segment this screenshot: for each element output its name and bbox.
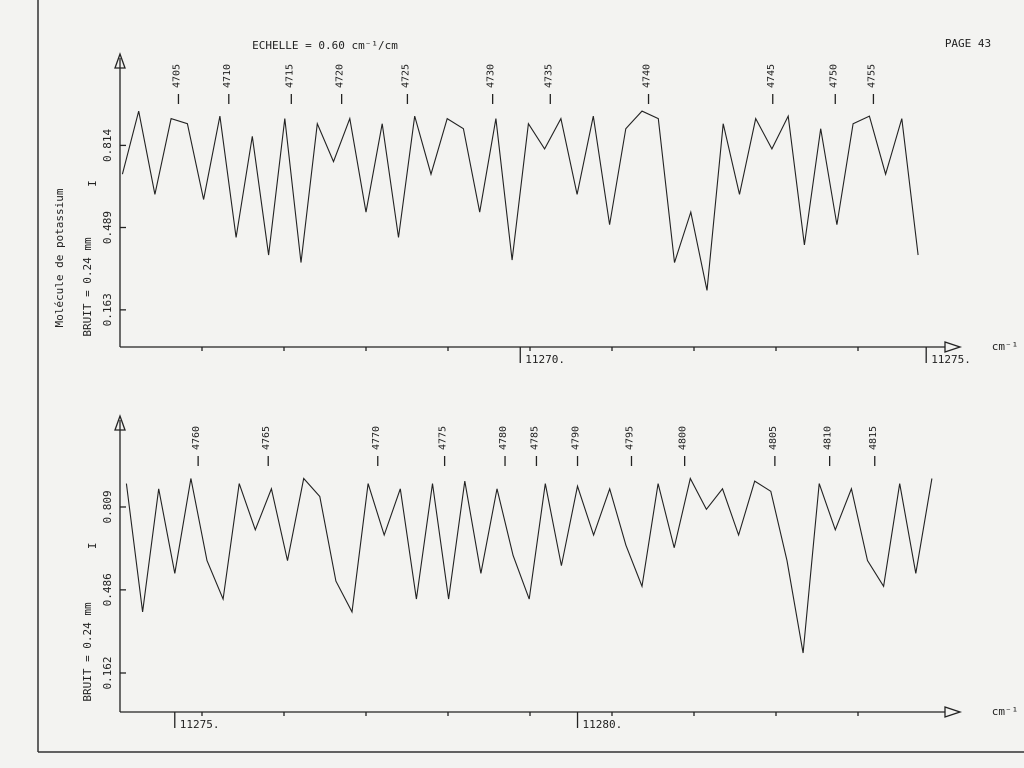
x-tick-label: 11280. xyxy=(583,718,623,731)
line-number: 4735 xyxy=(543,64,554,88)
y-axis-arrow xyxy=(114,414,126,431)
x-tick-label: 11275. xyxy=(931,353,971,366)
line-number: 4710 xyxy=(222,64,233,88)
line-number: 4725 xyxy=(400,64,411,88)
chart-title: ECHELLE = 0.60 cm⁻¹/cm xyxy=(252,39,398,52)
x-axis-label: cm⁻¹ xyxy=(992,340,1019,353)
line-number: 4750 xyxy=(828,64,839,88)
line-number: 4755 xyxy=(866,64,877,88)
y-tick-label: 0.163 xyxy=(101,293,114,326)
y-axis-label-2: I xyxy=(86,180,99,187)
spectrum-line xyxy=(125,476,933,654)
spectrum-line xyxy=(121,110,919,291)
line-number: 4810 xyxy=(823,426,834,450)
y-axis-arrow xyxy=(114,52,126,69)
line-number: 4770 xyxy=(371,426,382,450)
line-number: 4785 xyxy=(529,426,540,450)
line-number: 4790 xyxy=(571,426,582,450)
x-tick-label: 11275. xyxy=(180,718,220,731)
line-number: 4805 xyxy=(768,426,779,450)
x-axis-label: cm⁻¹ xyxy=(992,705,1019,718)
y-tick-label: 0.486 xyxy=(101,573,114,606)
line-number: 4780 xyxy=(498,426,509,450)
line-number: 4795 xyxy=(624,426,635,450)
y-tick-label: 0.814 xyxy=(101,128,114,161)
line-number: 4720 xyxy=(335,64,346,88)
x-axis-arrow xyxy=(944,706,963,718)
line-number: 4765 xyxy=(261,426,272,450)
line-number: 4740 xyxy=(642,64,653,88)
y-axis-label-2: I xyxy=(86,543,99,550)
line-number: 4775 xyxy=(438,426,449,450)
line-number: 4800 xyxy=(678,426,689,450)
y-tick-label: 0.809 xyxy=(101,490,114,523)
line-number: 4760 xyxy=(191,426,202,450)
line-number: 4730 xyxy=(486,64,497,88)
line-number: 4705 xyxy=(171,64,182,88)
y-tick-label: 0.162 xyxy=(101,656,114,689)
y-axis-label: BRUIT = 0.24 mm xyxy=(81,237,94,337)
y-tick-label: 0.489 xyxy=(101,211,114,244)
x-axis-arrow xyxy=(944,341,963,353)
y-axis-label: BRUIT = 0.24 mm xyxy=(81,602,94,702)
line-number: 4745 xyxy=(766,64,777,88)
x-tick-label: 11270. xyxy=(525,353,565,366)
molecule-label: Molécule de potassium xyxy=(53,188,66,327)
line-number: 4815 xyxy=(868,426,879,450)
line-number: 4715 xyxy=(284,64,295,88)
page-number: PAGE 43 xyxy=(945,37,991,50)
